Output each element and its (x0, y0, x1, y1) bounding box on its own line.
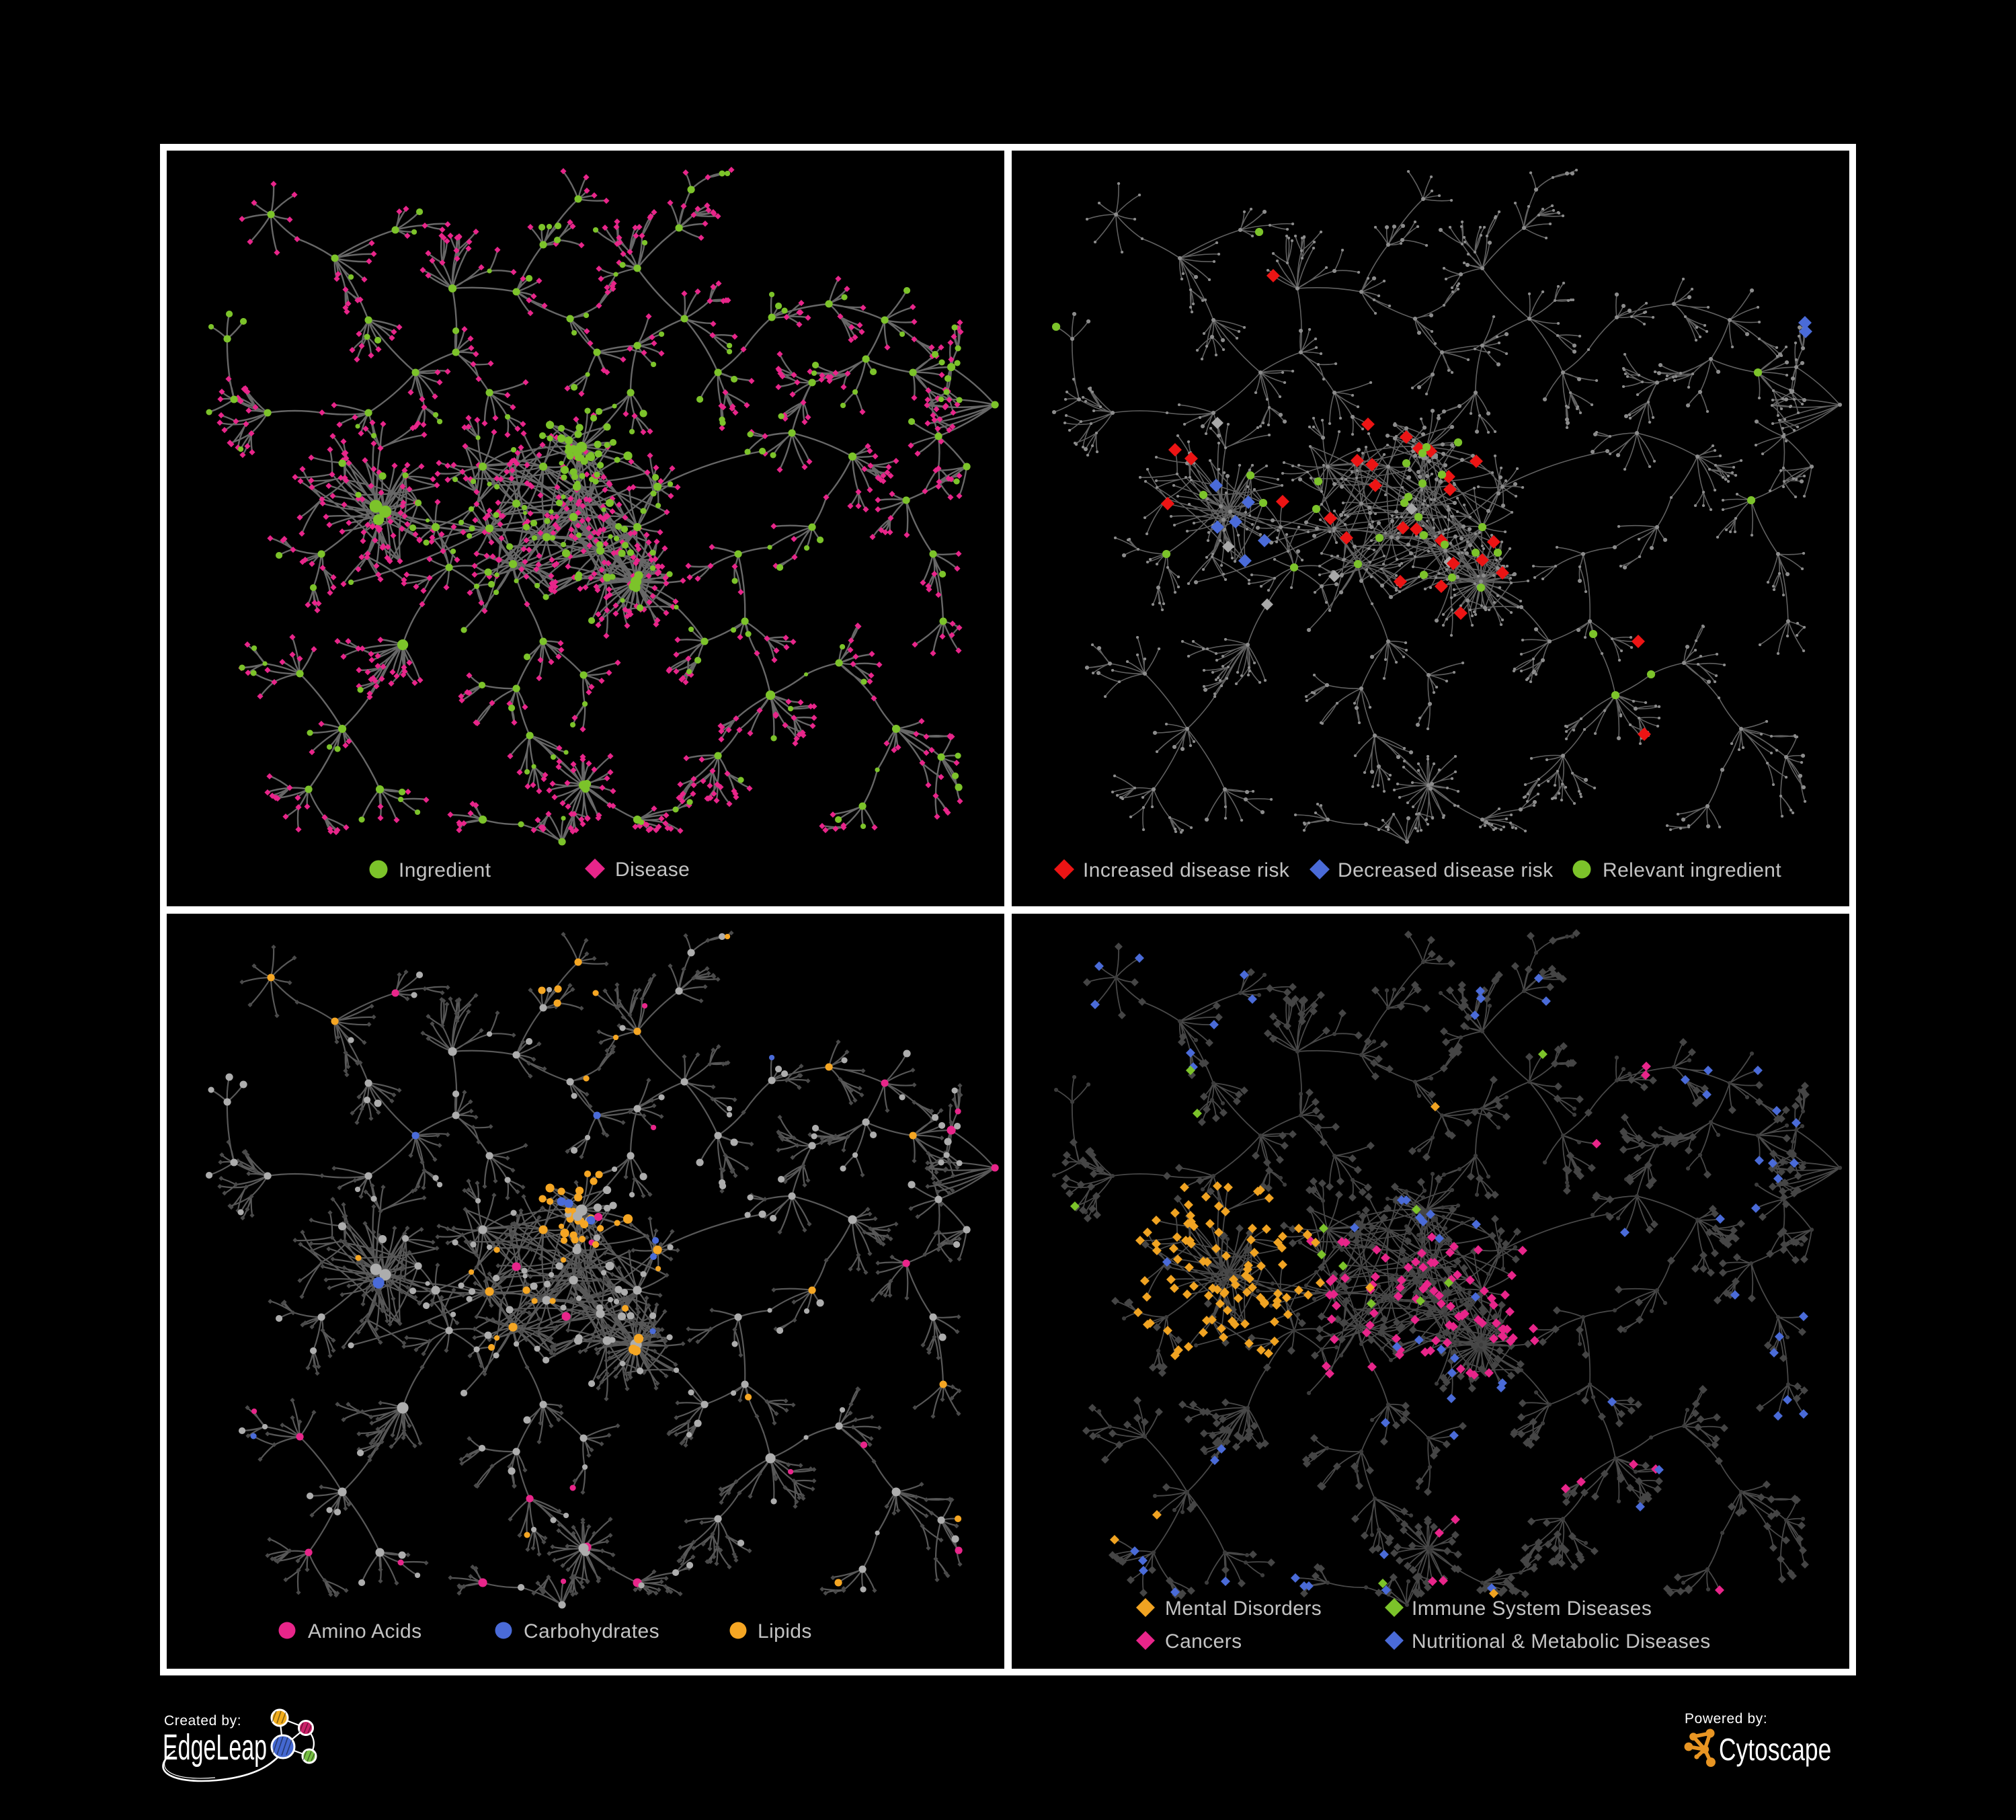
svg-text:Amino Acids: Amino Acids (308, 1620, 421, 1643)
svg-text:Lipids: Lipids (758, 1620, 812, 1643)
svg-text:Created by:: Created by: (164, 1713, 241, 1729)
svg-text:Immune System Diseases: Immune System Diseases (1412, 1597, 1652, 1620)
svg-text:Powered by:: Powered by: (1685, 1711, 1767, 1727)
svg-text:Increased disease risk: Increased disease risk (1083, 859, 1290, 881)
svg-text:Mental Disorders: Mental Disorders (1165, 1597, 1322, 1620)
svg-text:Cancers: Cancers (1165, 1630, 1242, 1653)
svg-text:Carbohydrates: Carbohydrates (524, 1620, 659, 1643)
svg-text:Relevant ingredient: Relevant ingredient (1603, 859, 1781, 881)
svg-text:Ingredient: Ingredient (399, 859, 491, 881)
svg-text:Cytoscape: Cytoscape (1719, 1733, 1831, 1768)
svg-text:Disease: Disease (615, 859, 690, 881)
svg-text:EdgeLeap: EdgeLeap (163, 1727, 267, 1768)
svg-text:Decreased disease risk: Decreased disease risk (1338, 859, 1554, 881)
svg-text:Nutritional & Metabolic Diseas: Nutritional & Metabolic Diseases (1412, 1630, 1711, 1653)
